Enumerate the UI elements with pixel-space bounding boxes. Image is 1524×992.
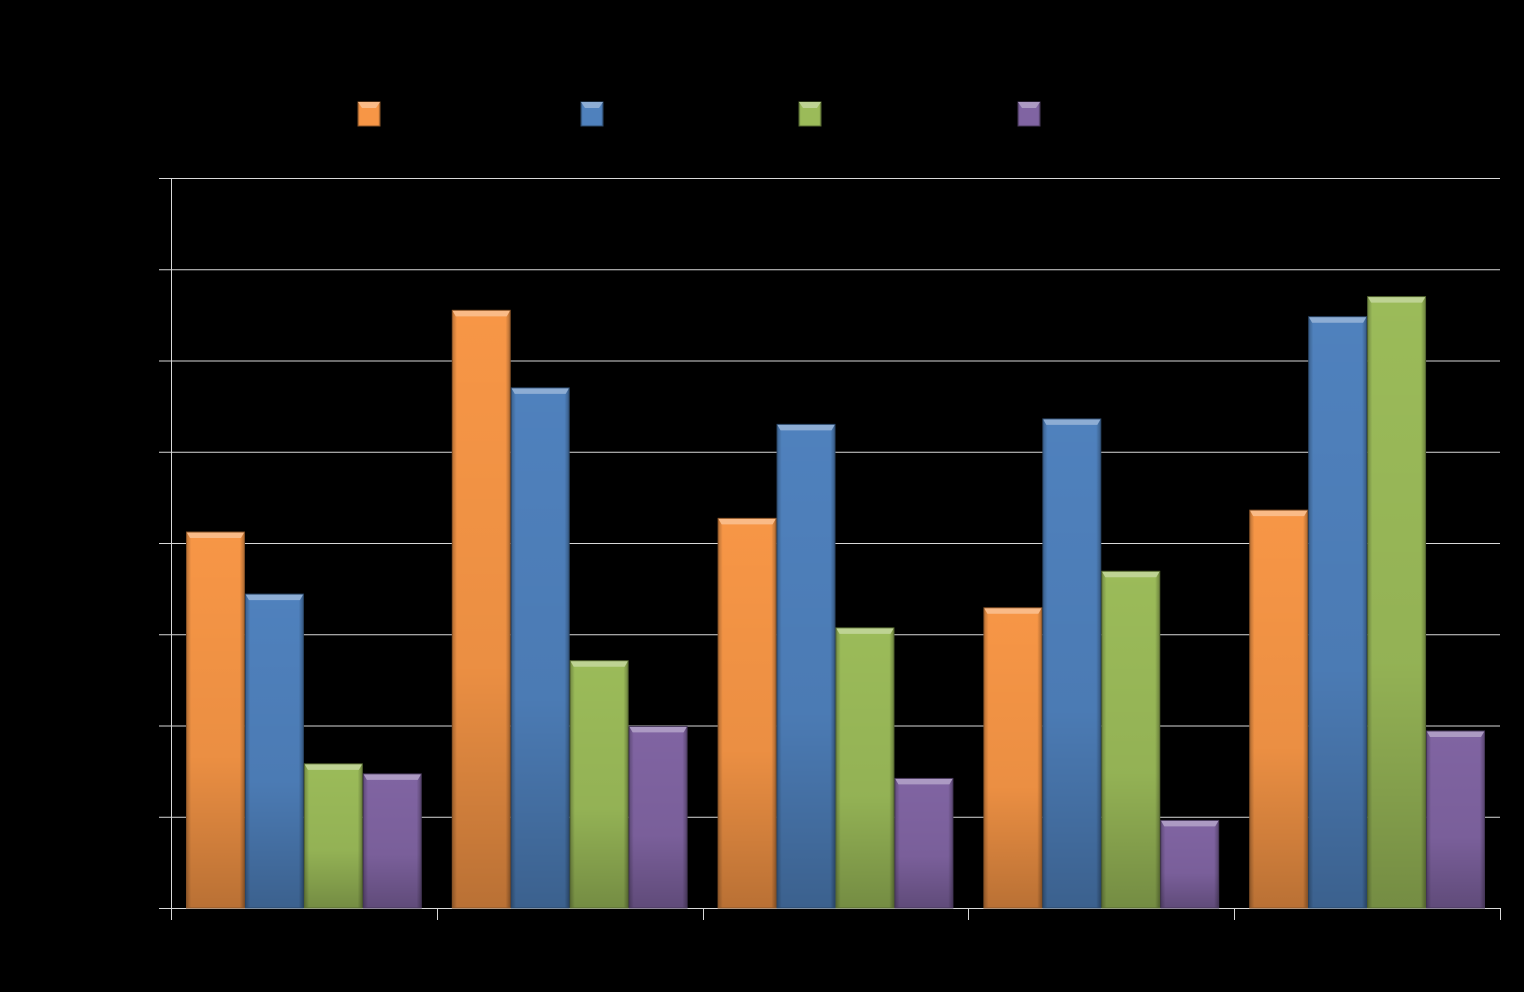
bar	[303, 763, 363, 909]
bar	[1042, 418, 1102, 909]
bar	[628, 725, 688, 909]
bar	[1160, 819, 1220, 909]
bar	[1426, 730, 1486, 909]
legend-item	[1017, 101, 1041, 127]
bar	[894, 777, 954, 909]
bar	[1101, 570, 1161, 909]
bar	[776, 423, 836, 909]
bar	[1249, 509, 1309, 909]
legend-item	[357, 101, 381, 127]
bars	[186, 296, 1486, 909]
bar	[244, 593, 304, 909]
bar	[835, 627, 895, 909]
legend	[357, 101, 1041, 127]
bar	[569, 660, 629, 909]
legend-item	[798, 101, 822, 127]
bar	[1367, 296, 1427, 909]
bar	[983, 607, 1043, 909]
bar	[186, 531, 245, 909]
legend-item	[580, 101, 604, 127]
bar	[510, 387, 570, 909]
bar	[362, 773, 422, 909]
bar	[717, 517, 777, 909]
bar	[1308, 316, 1368, 909]
bar	[451, 309, 511, 909]
